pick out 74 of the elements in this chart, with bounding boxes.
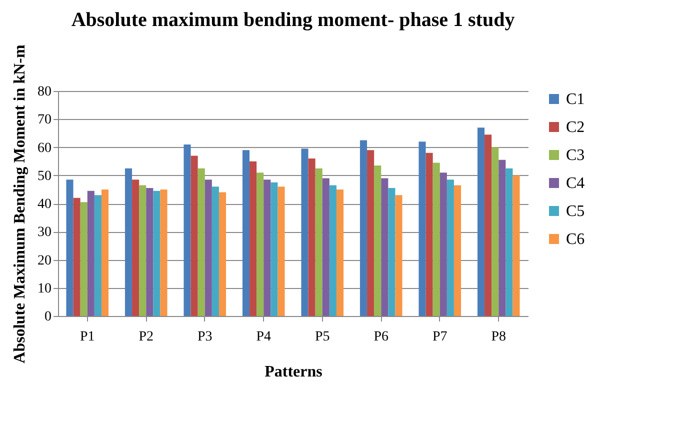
bar <box>124 168 132 316</box>
bar <box>80 202 88 316</box>
bar <box>506 168 513 316</box>
bar <box>160 189 168 316</box>
legend-label: C1 <box>566 91 585 108</box>
y-tick-label: 40 <box>38 197 52 212</box>
x-tick-label: P5 <box>314 330 330 344</box>
bar <box>440 172 447 316</box>
bar <box>301 148 308 316</box>
bar <box>426 152 433 316</box>
y-tick-label: 80 <box>38 84 52 100</box>
x-tick-label: P7 <box>432 330 448 344</box>
y-tick-label: 70 <box>38 112 52 128</box>
bar <box>242 150 250 316</box>
bar <box>132 180 140 316</box>
bar <box>329 185 336 316</box>
bar <box>184 144 191 316</box>
bar <box>498 160 506 316</box>
bar <box>250 161 257 316</box>
bar <box>66 180 74 316</box>
bar <box>322 178 330 316</box>
bar <box>190 156 198 316</box>
bar <box>336 189 344 316</box>
x-tick-label: P1 <box>80 330 95 344</box>
legend-label: C2 <box>566 119 585 136</box>
bar <box>218 192 226 316</box>
bar <box>139 185 146 316</box>
bar <box>87 190 94 316</box>
chart-title: Absolute maximum bending moment- phase 1 study <box>71 9 515 32</box>
y-tick-label: 0 <box>44 310 52 324</box>
x-tick-label: P4 <box>256 330 272 344</box>
bar <box>395 195 402 316</box>
bar <box>212 186 219 316</box>
x-axis-title: Patterns <box>264 364 322 380</box>
x-tick-label: P6 <box>374 330 389 344</box>
bar <box>454 185 462 316</box>
bar <box>256 172 264 316</box>
bar <box>153 190 160 316</box>
bar <box>477 128 485 316</box>
bar <box>388 188 396 316</box>
bar <box>418 142 426 316</box>
bar <box>204 180 212 316</box>
bar <box>315 168 322 316</box>
bar <box>264 180 271 316</box>
bar <box>512 175 520 316</box>
bar <box>367 150 374 316</box>
legend-label: C4 <box>566 175 585 192</box>
bar <box>381 178 388 316</box>
y-tick-label: 10 <box>38 281 52 296</box>
y-tick-label: 30 <box>38 225 52 240</box>
y-tick-label: 20 <box>38 253 52 268</box>
bar <box>484 134 492 316</box>
bar <box>278 186 285 316</box>
x-tick-label: P3 <box>197 330 212 344</box>
y-tick-label: 60 <box>38 140 52 156</box>
bar <box>492 147 499 316</box>
y-tick-label: 50 <box>38 168 52 184</box>
x-tick-label: P2 <box>138 330 154 344</box>
legend-label: C3 <box>566 147 585 164</box>
y-axis-title: Absolute Maximum Bending Moment in kN-m <box>12 44 28 364</box>
legend-label: C5 <box>566 203 585 220</box>
bar <box>270 182 278 316</box>
bar <box>101 189 109 316</box>
bar <box>73 198 80 316</box>
bar <box>360 140 368 316</box>
bar <box>198 168 205 316</box>
bar <box>94 195 102 316</box>
bar <box>374 166 382 316</box>
x-tick-label: P8 <box>491 330 506 344</box>
bar <box>446 180 454 316</box>
legend-label: C6 <box>566 231 585 248</box>
bar <box>308 158 316 316</box>
bar <box>432 162 440 316</box>
bar <box>146 188 154 316</box>
